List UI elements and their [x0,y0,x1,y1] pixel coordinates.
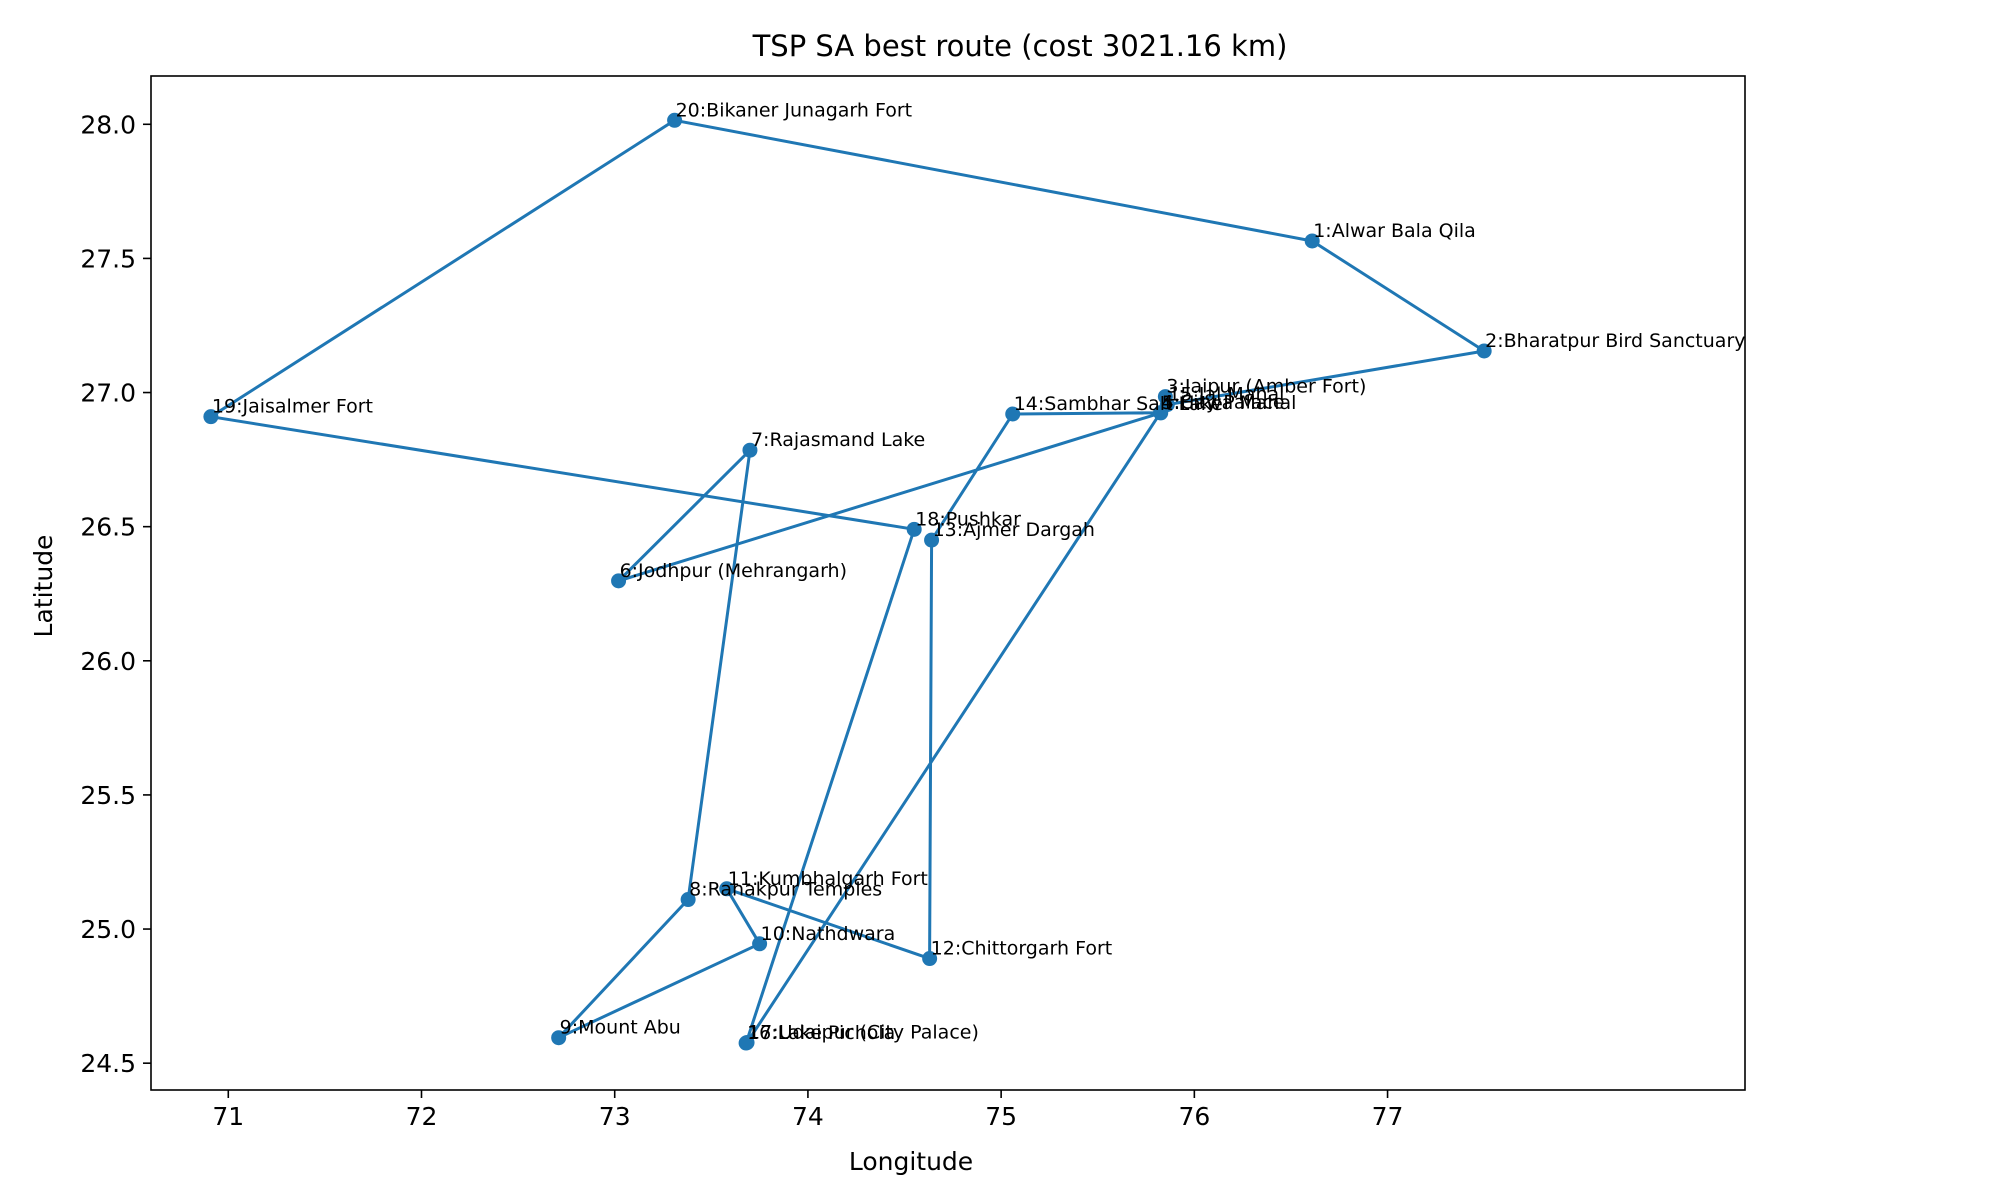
x-tick-label: 76 [1178,1102,1210,1131]
route-point [719,881,735,897]
route-point-label: 9:Mount Abu [560,1017,681,1039]
x-tick-label: 75 [985,1102,1017,1131]
y-tick-label: 25.5 [80,781,136,810]
route-point [551,1030,567,1046]
route-point [742,442,758,458]
route-point [1005,406,1021,422]
route-point [752,936,768,952]
route-point [203,409,219,425]
route-point-label: 18:Pushkar [915,508,1021,530]
x-tick-label: 74 [792,1102,824,1131]
y-tick-label: 27.5 [80,244,136,273]
route-point-label: 6:Jodhpur (Mehrangarh) [620,560,847,582]
route-point [922,951,938,967]
y-tick-label: 26.5 [80,513,136,542]
plot-frame [150,75,1746,1091]
route-point-label: 17:Udaipur (City Palace) [748,1022,979,1044]
route-point-label: 15:Jal Mahal [1168,384,1284,406]
route-line [209,118,1486,1045]
chart-title: TSP SA best route (cost 3021.16 km) [752,29,1288,63]
route-point [611,573,627,589]
route-point [680,892,696,908]
route-point [906,521,922,537]
route-point-label: 19:Jaisalmer Fort [212,396,373,418]
route-point-label: 5:Hawa Mahal [1162,392,1297,414]
y-tick-label: 27.0 [80,379,136,408]
y-tick-label: 25.0 [80,915,136,944]
x-tick-label: 73 [599,1102,631,1131]
route-point-label: 14:Sambhar Salt Lake [1014,393,1223,415]
route-point-label: 20:Bikaner Junagarh Fort [676,99,913,121]
plot-area: 71 72 73 74 75 76 77 24.5 25.0 25.5 26.0 26.5 27.0 27… [80,75,1746,1131]
y-tick-label: 24.5 [80,1049,136,1078]
route-point [667,112,683,128]
route-point-label: 7:Rajasmand Lake [751,429,925,451]
route-point-label: 16:Lake Pichola [747,1022,895,1044]
route-point [924,532,940,548]
y-tick-label: 28.0 [80,110,136,139]
route-point-label: 3:Jaipur (Amber Fort) [1166,376,1366,398]
x-tick-label: 71 [212,1102,244,1131]
route-point-label: 11:Kumbhalgarh Fort [728,868,928,890]
route-point [1159,397,1175,413]
x-tick-label: 77 [1372,1102,1404,1131]
x-axis-label: Longitude [849,1147,973,1176]
route-point-label: 10:Nathdwara [761,923,896,945]
route-point-label: 12:Chittorgarh Fort [931,938,1113,960]
route-point [1304,233,1320,249]
route-point-label: 13:Ajmer Dargah [933,519,1095,541]
y-tick-label: 26.0 [80,647,136,676]
y-axis-label: Latitude [29,535,58,638]
route-point-label: 2:Bharatpur Bird Sanctuary [1485,330,1745,352]
route-point-label: 1:Alwar Bala Qila [1313,220,1476,242]
route-point [1476,343,1492,359]
route-point-label: 8:Ranakpur Temples [689,879,882,901]
route-point-label: 4:City Palace [1162,392,1285,414]
route-point [739,1035,755,1051]
x-tick-label: 72 [406,1102,438,1131]
